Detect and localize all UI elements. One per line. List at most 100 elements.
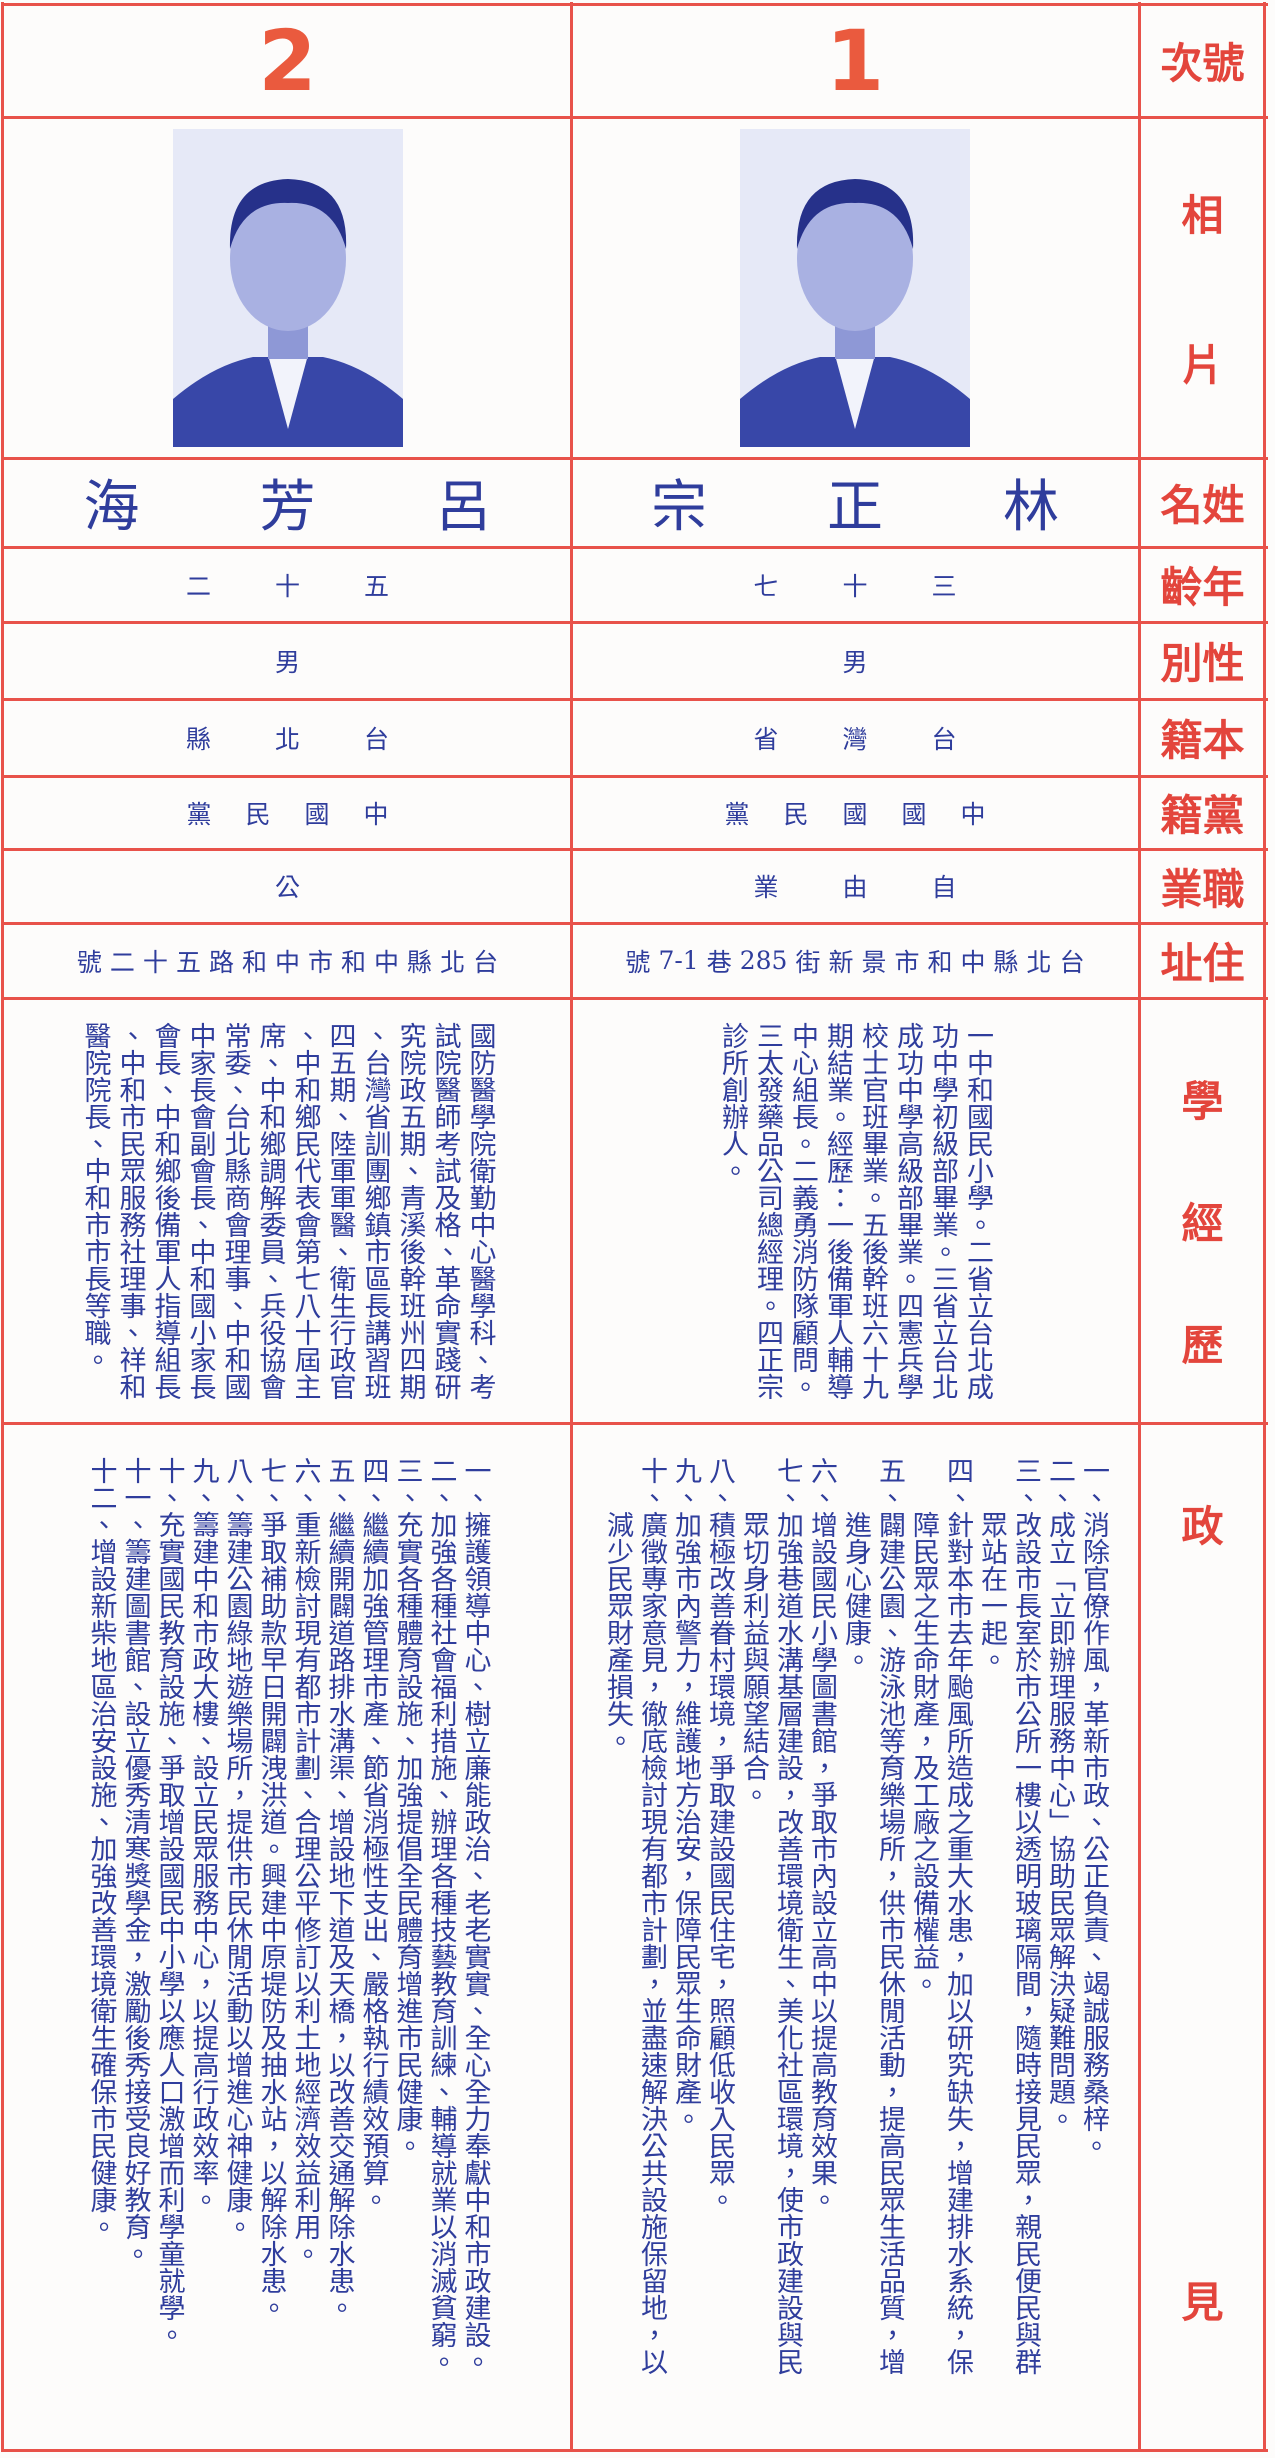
column-rule: [1263, 2, 1266, 2452]
label-cell: 姓名: [1139, 458, 1266, 547]
row-rule: [2, 546, 1268, 549]
job-cell: 自由業: [571, 849, 1139, 923]
platform-item: 九、籌建中和市政大樓、設立民眾服務中心，以提高行政效率。: [187, 1457, 219, 2213]
platform-item: 十一、籌建圖書館、設立優秀清寒獎學金，激勵後秀接受良好教育。: [119, 1457, 151, 2267]
number-cell: 2: [258, 11, 317, 110]
background-column: 試院醫師考試及格、革命實踐研: [429, 1021, 461, 1400]
background-column: 常委、台北縣商會理事、中和國: [219, 1021, 251, 1400]
glyph: 景: [861, 947, 887, 977]
glyph: 次: [1160, 39, 1203, 88]
glyph: 灣: [842, 724, 868, 754]
native: 台灣省: [753, 720, 956, 756]
glyph: 海: [83, 475, 140, 540]
platform-item: 十二、增設新柴地區治安設施、加強改善環境衛生確保市民健康。: [85, 1457, 117, 2240]
portrait: [740, 128, 970, 447]
glyph: 十: [274, 571, 300, 601]
platform-cell: 一、消除官僚作風，革新市政、公正負責、竭誠服務桑梓。 二、成立「立即辦理服務中心」…: [571, 1423, 1139, 2450]
photo-shirt: [267, 354, 308, 429]
party-cell: 中國民黨: [4, 776, 571, 849]
platform-item: 二、成立「立即辦理服務中心」協助民眾解決疑難問題。: [1044, 1457, 1075, 2132]
glyph: 業: [753, 873, 779, 902]
glyph: 二: [109, 947, 135, 977]
glyph: 業: [1160, 864, 1203, 914]
glyph: 本: [1202, 716, 1245, 765]
background-text: 一中和國民小學。二省立台北成 功中學初級部畢業。三省立台北 成功中學高級部畢業。四憲…: [715, 1022, 995, 1400]
sex: 男: [842, 643, 867, 679]
label-cell: 性別: [1139, 622, 1266, 699]
glyph: 中: [363, 799, 389, 829]
glyph: 芳: [259, 475, 316, 540]
platform-item: 九、加強市內警力，維護地方治安，保障民眾生命財產。: [670, 1457, 701, 2132]
row-rule: [2, 3, 1268, 6]
glyph: 和: [241, 947, 267, 977]
background-column: 、中和市民眾服務社理事、祥和: [114, 1021, 146, 1400]
job-cell: 公: [4, 849, 571, 923]
row-rule: [2, 848, 1268, 851]
platform-text: 一、消除官僚作風，革新市政、公正負責、竭誠服務桑梓。 二、成立「立即辦理服務中心」…: [600, 1457, 1110, 2392]
age: 五十二: [186, 567, 389, 603]
address: 台北縣中和市中和路五十二號: [77, 943, 498, 979]
glyph: 省: [753, 724, 779, 754]
glyph: 宗: [651, 475, 707, 540]
background-column: 國防醫學院衛勤中心醫學科、考: [464, 1021, 496, 1400]
background-column: 、中和鄉民代表會第七八十屆主: [289, 1021, 321, 1400]
label-cell: 職業: [1139, 849, 1266, 923]
glyph: 市: [308, 947, 334, 977]
age-cell: 三十七: [571, 547, 1139, 622]
background-column: 中家長會副會長、中和國小家長: [184, 1021, 216, 1400]
glyph: 五: [364, 571, 390, 601]
name-cell: 林正宗: [571, 458, 1139, 547]
glyph: 呂: [435, 475, 492, 540]
native: 台北縣: [186, 720, 389, 756]
background-column: 校士官班畢業。五後幹班六十九: [857, 1021, 888, 1400]
column-rule: [1, 2, 4, 2452]
glyph: 北: [274, 724, 300, 754]
platform-item: 一、擁護領導中心、樹立廉能政治、老老實實、全心全力奉獻中和市政建設。: [459, 1457, 491, 2375]
address: 台北縣中和市景新街 285 巷 7-1 號: [625, 943, 1084, 979]
glyph: 正: [827, 475, 883, 540]
platform-item: 六、重新檢討現有都市計劃、合理公平修訂以利土地經濟效益利用。: [289, 1457, 321, 2267]
glyph: 年: [1202, 563, 1245, 612]
row-rule: [2, 775, 1268, 778]
platform-item: 十、充實國民教育設施、爭取增設國民中小學以應人口激增而利學童就學。: [153, 1457, 185, 2348]
photo-cell: [571, 117, 1139, 458]
row-rule: [2, 2449, 1268, 2452]
column-rule: [1138, 2, 1141, 2452]
platform-item: 七、加強巷道水溝基層建設，改善環境衛生、美化社區環境，使市政建設與民眾切身利益與…: [738, 1457, 803, 2375]
glyph: 國: [842, 799, 868, 829]
name: 呂芳海: [84, 462, 492, 543]
glyph: 號: [625, 947, 651, 977]
glyph: 十: [842, 571, 868, 601]
label-cell: 相片: [1139, 117, 1266, 458]
party-cell: 中國國民黨: [571, 776, 1139, 849]
background-column: 功中學初級部畢業。三省立台北: [927, 1021, 958, 1400]
glyph: 政: [1181, 1502, 1224, 1551]
glyph: 由: [842, 873, 868, 902]
glyph: 五: [175, 947, 201, 977]
glyph: 中: [374, 947, 400, 977]
glyph: 址: [1160, 939, 1203, 988]
platform-item: 八、積極改善眷村環境，爭取建設國民住宅，照顧低收入民眾。: [704, 1457, 735, 2213]
party: 中國民黨: [186, 795, 388, 831]
column-rule: [570, 2, 573, 2452]
age-cell: 五十二: [4, 547, 571, 622]
party: 中國國民黨: [724, 795, 985, 831]
background-column: 席、中和鄉調解委員、兵役協會: [254, 1021, 286, 1400]
platform-item: 四、繼續加強管理市產、節省消極性支出、嚴格執行績效預算。: [357, 1457, 389, 2213]
glyph: 台: [473, 947, 499, 977]
glyph: 和: [341, 947, 367, 977]
label-cell: 黨籍: [1139, 776, 1266, 849]
portrait: [172, 128, 403, 447]
row-rule: [2, 698, 1268, 701]
glyph: 市: [894, 947, 920, 977]
row-rule: [2, 457, 1268, 460]
platform-item: 三、改設市長室於市公所一樓以透明玻璃隔間，隨時接見民眾，親民便民與群眾站在一起。: [976, 1457, 1041, 2375]
sex-cell: 男: [4, 622, 571, 699]
label-cell: 年齡: [1139, 547, 1266, 622]
glyph: 新: [828, 947, 854, 977]
background-column: 、台灣省訓團鄉鎮市區長講習班: [359, 1021, 391, 1400]
glyph: 性: [1202, 639, 1245, 688]
glyph: 縣: [407, 947, 433, 977]
background-column: 三太發藥品公司總經理。四正宗: [752, 1021, 783, 1400]
